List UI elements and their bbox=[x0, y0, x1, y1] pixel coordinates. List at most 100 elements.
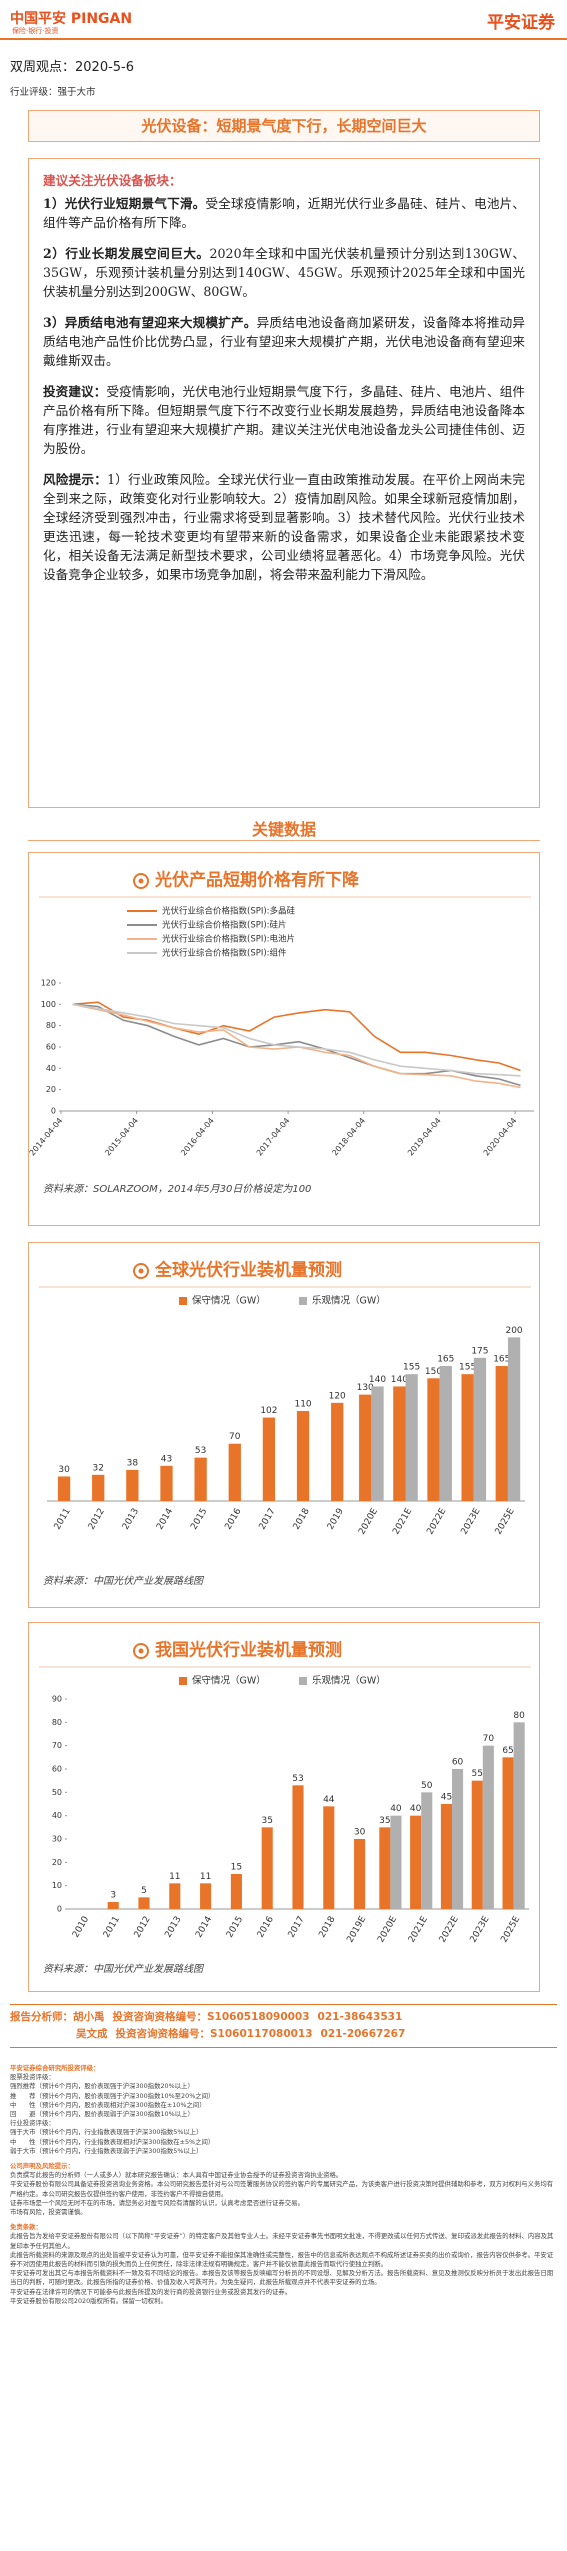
value-label: 43 bbox=[161, 1454, 172, 1464]
paragraph-text: 受全球疫情影响，近期光伏行业多晶硅、硅片、电池片、组件等产品价格有所下降。 bbox=[43, 196, 526, 230]
paragraph-text: 受疫情影响，光伏电池行业短期景气度下行，多晶硅、硅片、电池片、组件产品价格有所下… bbox=[43, 384, 526, 456]
y-tick-label: 90 bbox=[52, 1695, 62, 1704]
disclaimer-line: 中 性（预计6个月内，行业指数表现相对沪深300指数在±5%之间） bbox=[10, 2138, 557, 2147]
title-icon-dot bbox=[138, 878, 144, 884]
bar bbox=[331, 1402, 344, 1501]
value-label: 140 bbox=[369, 1375, 386, 1385]
y-tick-label: 40 bbox=[52, 1811, 62, 1820]
bar bbox=[379, 1827, 391, 1909]
disclaimer-text: 中 性（预计6个月内，行业指数表现相对沪深300指数在±5%之间） bbox=[10, 2137, 215, 2146]
value-label: 140 bbox=[391, 1375, 408, 1385]
x-tick-label: 2022E bbox=[425, 1506, 448, 1536]
x-tick-label: 2018-04-04 bbox=[330, 1116, 367, 1157]
bar bbox=[502, 1757, 514, 1909]
chart: 光伏产品短期价格有所下降资料来源：SOLARZOOM，2014年5月30日价格设… bbox=[28, 852, 540, 1226]
disclaimer-text: 推 荐（预计6个月内，股价表现强于沪深300指数10%至20%之间） bbox=[10, 2091, 215, 2100]
chart-title: 光伏产品短期价格有所下降 bbox=[154, 870, 360, 891]
title-icon bbox=[133, 873, 149, 889]
disclaimer-heading: 免责条款： bbox=[10, 2223, 42, 2232]
x-tick-label: 2014-04-04 bbox=[28, 1116, 64, 1157]
disclaimer-text: 平安证券股份有限公司具备证券投资咨询业务资格。本公司研究报告是针对与公司签署服务… bbox=[10, 2180, 554, 2198]
value-label: 70 bbox=[229, 1432, 241, 1442]
value-label: 44 bbox=[323, 1795, 335, 1805]
analyst-role: 报告分析师： bbox=[10, 2011, 73, 2023]
disclaimer-text: 行业投资评级： bbox=[10, 2119, 55, 2128]
x-tick-label: 2020E bbox=[357, 1506, 380, 1536]
legend-label: 保守情况（GW） bbox=[192, 1295, 266, 1307]
analyst-cert: 投资咨询资格编号：S1060518090003 bbox=[112, 2011, 310, 2023]
value-label: 32 bbox=[92, 1463, 103, 1473]
paragraph-lead: 3）异质结电池有望迎来大规模扩产。 bbox=[43, 315, 257, 330]
bar bbox=[107, 1902, 119, 1909]
value-label: 53 bbox=[292, 1774, 303, 1784]
bar bbox=[138, 1897, 150, 1909]
value-label: 165 bbox=[493, 1355, 510, 1365]
x-tick-label: 2021E bbox=[407, 1914, 430, 1944]
x-tick-label: 2022E bbox=[438, 1914, 461, 1944]
y-tick-label: 40 bbox=[46, 1064, 56, 1073]
bar bbox=[194, 1457, 207, 1501]
analyst-row: 吴文成 投资咨询资格编号：S1060117080013 021-20667267 bbox=[10, 2026, 557, 2043]
paragraph: 2）行业长期发展空间巨大。2020年全球和中国光伏装机量预计分别达到130GW、… bbox=[43, 244, 525, 301]
chart-title: 我国光伏行业装机量预测 bbox=[155, 1640, 342, 1661]
bar bbox=[262, 1417, 276, 1501]
value-label: 110 bbox=[294, 1400, 311, 1410]
y-tick-label: 100 bbox=[41, 1000, 56, 1009]
source: 资料来源：SOLARZOOM，2014年5月30日价格设定为100 bbox=[43, 1183, 311, 1195]
series-line bbox=[72, 1001, 521, 1072]
y-tick-label: 10 bbox=[52, 1881, 62, 1890]
x-tick-label: 2019 bbox=[326, 1507, 346, 1532]
legend-label: 光伏行业综合价格指数(SPI):组件 bbox=[162, 948, 287, 959]
x-tick-label: 2016-04-04 bbox=[179, 1116, 216, 1157]
disclaimer-line: 平安证券可发出其它与本报告所载资料不一致及有不同结论的报告。本报告及该等报告反映… bbox=[10, 2269, 557, 2287]
value-label: 80 bbox=[513, 1711, 525, 1721]
legend-swatch bbox=[179, 1677, 187, 1685]
source: 资料来源：中国光伏产业发展路线图 bbox=[43, 1963, 205, 1975]
title-icon bbox=[133, 1263, 149, 1279]
y-tick-label: 20 bbox=[46, 1085, 56, 1094]
disclaimer-text: 此报告旨为发给平安证券股份有限公司（以下简称“平安证券”）的特定客户及其他专业人… bbox=[10, 2232, 554, 2250]
bar bbox=[261, 1827, 273, 1909]
analysts: 报告分析师：胡小禹 投资咨询资格编号：S1060518090003 021-3864… bbox=[10, 2004, 557, 2048]
y-tick-label: 60 bbox=[52, 1765, 62, 1774]
disclaimer-text: 此报告所载资料的来源及观点的出处皆被平安证券认为可靠，但平安证券不能担保其准确性… bbox=[10, 2250, 554, 2269]
y-tick-label: 60 bbox=[46, 1043, 56, 1052]
value-label: 175 bbox=[471, 1346, 488, 1356]
x-tick-label: 2011 bbox=[102, 1915, 122, 1940]
value-label: 40 bbox=[410, 1804, 422, 1814]
bar bbox=[421, 1792, 433, 1909]
value-label: 120 bbox=[329, 1391, 346, 1401]
disclaimer-text: 中 性（预计6个月内，股价表现相对沪深300指数在±10%之间） bbox=[10, 2100, 206, 2109]
paragraph-text: 1）行业政策风险。全球光伏行业一直由政策推动发展。在平价上网尚未完全到来之际，政… bbox=[43, 472, 526, 582]
bar bbox=[507, 1337, 521, 1501]
x-tick-label: 2025E bbox=[499, 1914, 522, 1944]
value-label: 15 bbox=[231, 1863, 242, 1873]
analyst-name: 胡小禹 bbox=[73, 2011, 105, 2023]
disclaimer-text: 强烈推荐（预计6个月内，股价表现强于沪深300指数20%以上） bbox=[10, 2082, 194, 2091]
y-tick-label: 0 bbox=[57, 1905, 62, 1914]
disclaimer-line: 行业投资评级： bbox=[10, 2119, 557, 2128]
legend-label: 光伏行业综合价格指数(SPI):硅片 bbox=[162, 920, 287, 931]
analyst-phone: 021-38643531 bbox=[317, 2011, 403, 2023]
value-label: 200 bbox=[505, 1326, 522, 1336]
x-tick-label: 2015 bbox=[189, 1507, 209, 1532]
paragraph: 投资建议：受疫情影响，光伏电池行业短期景气度下行，多晶硅、硅片、电池片、组件产品… bbox=[43, 382, 525, 458]
legend-swatch bbox=[179, 1297, 187, 1305]
brand: 平安证券 bbox=[487, 13, 555, 33]
rating: 行业评级：强于大市 bbox=[10, 87, 96, 98]
x-tick-label: 2018 bbox=[292, 1507, 312, 1532]
disclaimer-text: 证券市场是一个风险无时不在的市场，请您务必对盈亏风险有清醒的认识，认真考虑是否进… bbox=[10, 2198, 304, 2207]
disclaimer-text: 股票投资评级： bbox=[10, 2073, 55, 2082]
disclaimer-line: 弱于大市（预计6个月内，行业指数表现弱于沪深300指数5%以上） bbox=[10, 2147, 557, 2156]
disclaimer-line: 免责条款： bbox=[10, 2223, 557, 2232]
value-label: 5 bbox=[141, 1886, 147, 1896]
bar bbox=[371, 1386, 384, 1501]
paragraph-text: 异质结电池设备商加紧研发，设备降本将推动异质结电池产品性价比优势凸显，行业有望迎… bbox=[43, 315, 526, 368]
disclaimer-line: 回 避（预计6个月内，股价表现弱于沪深300指数10%以上） bbox=[10, 2110, 557, 2119]
bar bbox=[169, 1883, 181, 1909]
legend-label: 乐观情况（GW） bbox=[312, 1295, 386, 1307]
value-label: 130 bbox=[357, 1383, 374, 1393]
title-icon-dot bbox=[138, 1268, 144, 1274]
disclaimer-line: 股票投资评级： bbox=[10, 2073, 557, 2082]
